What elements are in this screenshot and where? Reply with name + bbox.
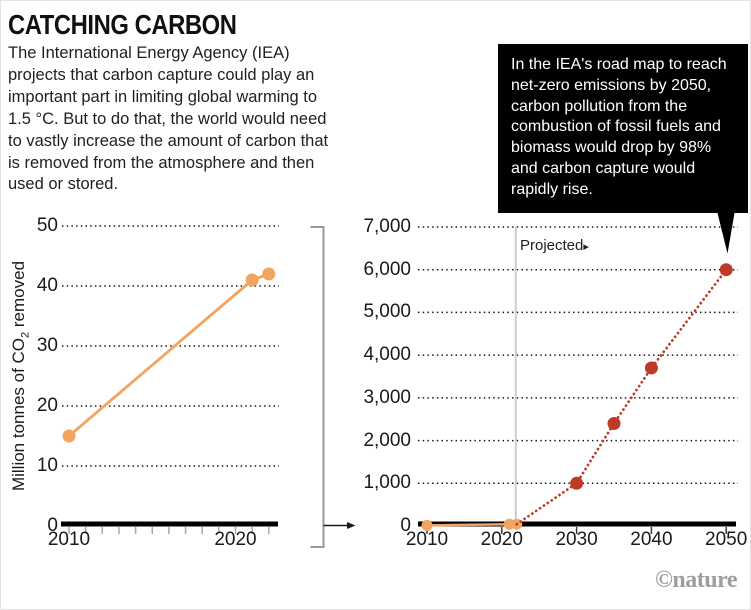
historical-point (262, 267, 276, 281)
callout-box: In the IEA's road map to reach net-zero … (498, 44, 748, 213)
projected-annotation: Projected▸ (520, 237, 589, 254)
right-historical-point (421, 519, 433, 531)
y-axis-label-text: Million tonnes of CO (9, 337, 28, 492)
historical-point (245, 273, 259, 287)
projected-point (607, 416, 621, 430)
bracket-connector (310, 226, 325, 548)
left-chart-y-axis-label: Million tonnes of CO2 removed (9, 216, 31, 536)
right-triangle-icon: ▸ (583, 241, 589, 253)
connector-arrowhead-icon (347, 522, 356, 529)
right-historical-line (426, 522, 517, 527)
callout-tail (717, 213, 735, 254)
projected-point (719, 263, 733, 277)
historical-point (62, 429, 76, 443)
y-axis-label-subscript: 2 (19, 331, 32, 338)
intro-paragraph: The International Energy Agency (IEA) pr… (8, 44, 329, 194)
nature-credit: ©nature (655, 567, 738, 593)
projected-point (644, 361, 658, 375)
historical-line (68, 272, 270, 438)
projected-dotted-line (515, 268, 728, 526)
projected-annotation-text: Projected (520, 237, 584, 254)
y-axis-label-text-end: removed (9, 260, 28, 332)
callout-text: In the IEA's road map to reach net-zero … (511, 56, 727, 198)
projected-point (570, 476, 584, 490)
page-title: CATCHING CARBON (8, 9, 237, 40)
